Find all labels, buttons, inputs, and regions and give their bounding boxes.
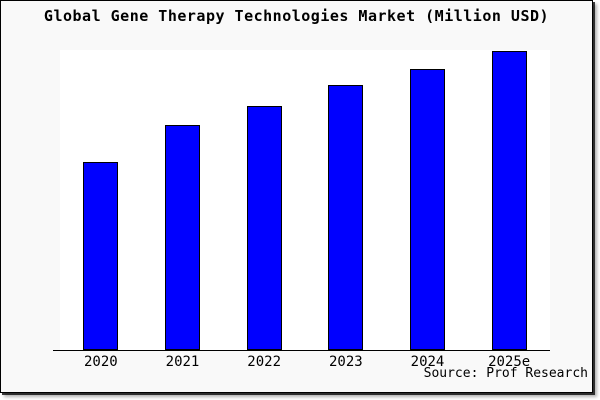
bar-2021 bbox=[165, 125, 200, 350]
bar-2024 bbox=[410, 69, 445, 350]
x-tick-label-2020: 2020 bbox=[83, 354, 118, 370]
plot-area bbox=[60, 50, 550, 350]
x-axis-line bbox=[53, 350, 550, 351]
bar-2020 bbox=[83, 162, 119, 350]
x-tick-label-2025e: 2025e bbox=[488, 354, 531, 370]
x-tick-label-2021: 2021 bbox=[165, 354, 200, 370]
x-tick-label-2023: 2023 bbox=[328, 354, 363, 370]
source-note: Source: Prof Research bbox=[423, 366, 588, 381]
bar-2025e bbox=[491, 51, 527, 350]
chart-frame: Global Gene Therapy Technologies Market … bbox=[0, 0, 593, 393]
bar-2023 bbox=[328, 85, 364, 350]
bar-2022 bbox=[246, 106, 282, 350]
chart-title: Global Gene Therapy Technologies Market … bbox=[43, 7, 550, 25]
x-tick-label-2022: 2022 bbox=[247, 354, 282, 370]
x-tick-label-2024: 2024 bbox=[410, 354, 445, 370]
